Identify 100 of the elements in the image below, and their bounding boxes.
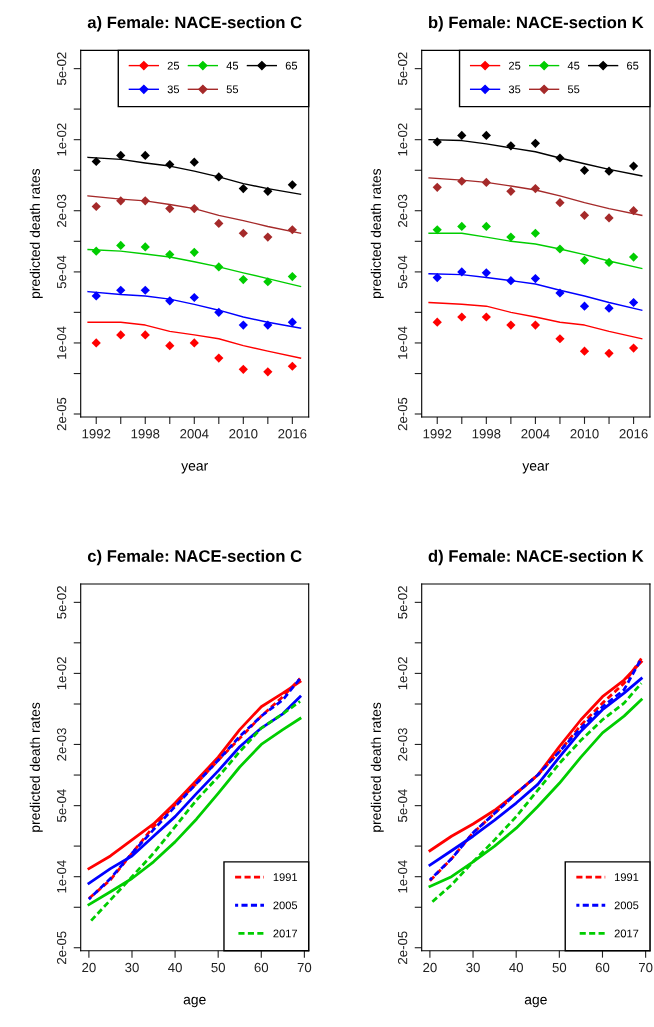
x-tick-label: 2016 [619,429,648,439]
point [457,130,467,141]
point [432,225,442,235]
point [457,312,467,322]
x-tick-label: 2016 [278,429,307,439]
y-tick-label: 2e-03 [56,728,67,761]
point [214,172,224,182]
y-tick-label: 2e-03 [56,194,67,227]
y-axis-title: predicted death rates [370,702,384,832]
point [116,330,126,340]
point [555,153,565,163]
point [530,184,541,194]
point [506,141,516,151]
point [506,186,516,196]
point [457,221,467,232]
point [506,276,516,286]
point [214,307,224,317]
y-tick-label: 5e-02 [397,52,408,85]
x-tick-label: 40 [168,962,182,973]
point [432,182,442,192]
point [214,353,224,363]
point [91,291,101,301]
legend-label: 2005 [273,901,298,910]
point [287,317,297,327]
point [506,320,516,330]
legend-label: 45 [567,61,580,70]
x-tick-label: 50 [552,962,567,973]
point [165,250,175,260]
point [481,177,491,187]
x-tick-label: 60 [595,962,610,973]
line-series [87,195,302,234]
x-tick-label: 30 [125,962,139,973]
x-tick-label: 1992 [82,429,111,439]
legend-label: 65 [285,61,298,70]
x-tick-label: 70 [638,962,653,973]
legend-label: 2017 [614,929,639,938]
point [189,292,199,303]
point [555,288,565,298]
point [579,346,590,356]
point [432,272,442,283]
line-series [428,177,643,217]
y-axis-title: predicted death rates [29,702,43,832]
point [579,255,590,265]
y-tick-label: 1e-02 [397,123,408,156]
point [263,320,273,330]
point [506,232,516,242]
y-tick-label: 2e-05 [397,931,408,964]
point [287,225,297,235]
x-tick-label: 2004 [180,429,209,439]
point [628,343,639,353]
y-axis-title: predicted death rates [29,168,43,298]
y-tick-label: 5e-04 [56,789,67,822]
y-tick-label: 5e-04 [56,255,67,289]
point [91,156,101,167]
point [628,297,639,308]
x-axis-title: year [522,463,550,474]
point [457,267,467,277]
point [432,317,442,327]
point [214,218,224,229]
line-series [87,321,302,359]
legend-label: 25 [508,61,521,70]
point [189,338,199,348]
point [165,159,175,170]
y-tick-label: 1e-02 [397,657,408,690]
point [481,221,491,232]
x-tick-label: 1992 [423,429,452,439]
x-axis-title: year [181,463,208,474]
point [165,341,175,351]
legend-label: 1991 [273,873,298,882]
y-tick-label: 2e-05 [397,397,408,431]
point [530,273,541,284]
point [238,228,248,238]
y-axis-title: predicted death rates [370,168,384,298]
y-tick-label: 1e-04 [397,326,408,359]
line-series [428,301,643,340]
legend-label: 55 [567,85,580,94]
legend-label: 55 [226,85,239,94]
y-tick-label: 2e-05 [56,931,67,964]
point [263,367,273,377]
point [116,196,126,206]
point [555,198,565,208]
x-tick-label: 40 [509,962,524,973]
point [579,210,590,220]
y-tick-label: 5e-02 [56,52,67,85]
chart-title: b) Female: NACE-section K [429,16,644,32]
point [189,247,199,257]
y-tick-label: 1e-04 [56,860,67,893]
point [604,303,614,313]
legend-label: 1991 [614,873,639,882]
point [432,137,442,147]
legend-label: 2017 [273,929,298,938]
point [91,246,101,256]
x-axis-title: age [183,996,206,1008]
point [165,296,175,306]
x-tick-label: 50 [211,962,226,973]
point [238,184,248,194]
point [140,330,150,340]
legend-label: 35 [167,85,180,94]
x-tick-label: 20 [423,962,437,973]
x-tick-label: 1998 [472,429,501,439]
